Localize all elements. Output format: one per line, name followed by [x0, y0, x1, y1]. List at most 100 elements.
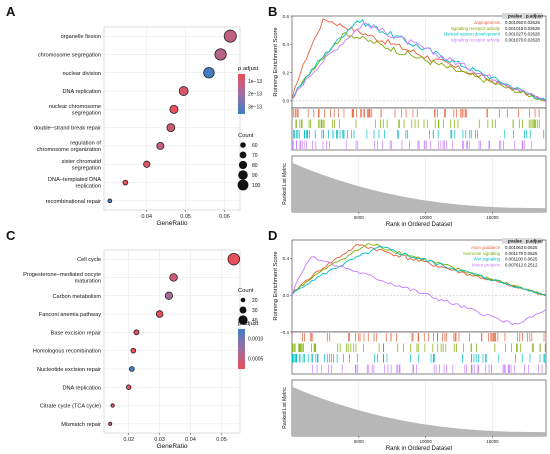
y-tick-label: 0.4: [283, 256, 290, 261]
category-label: DNA replication: [62, 89, 101, 95]
size-legend-title: Count: [238, 288, 254, 294]
panel-letter-a: A: [6, 4, 16, 19]
x-tick-label: 0.05: [216, 437, 227, 443]
data-point: [178, 86, 189, 96]
table-row-pvalue: 0.001050: [505, 20, 524, 25]
panel-letter-b: B: [268, 4, 277, 19]
size-legend-label: 70: [252, 153, 258, 159]
panel-b: 0.0 0.2 0.4 0.6 5000 10000 15000 Rank in Ordere…: [273, 13, 547, 228]
metric-axis-label: Ranked List Metric: [282, 163, 288, 205]
table-row-name: Wnt signaling: [474, 257, 501, 262]
data-point: [129, 366, 135, 372]
table-row-padjust: 0.0625: [524, 257, 538, 262]
x-tick-label: 15000: [486, 215, 499, 220]
category-label: DNA replication: [62, 385, 101, 391]
table-row-pvalue: 0.001179: [505, 251, 524, 256]
table-row-pvalue: 0.007612: [505, 262, 524, 267]
category-label: Base excision repair: [51, 330, 102, 336]
size-legend-dot: [237, 179, 249, 191]
color-legend-bar: [238, 74, 245, 114]
table-row-pvalue: 0.001070: [505, 37, 524, 42]
color-legend-label: 3e−13: [248, 104, 262, 110]
table-row-pvalue: 0.001100: [505, 257, 524, 262]
x-tick-label: 15000: [486, 439, 499, 444]
color-legend-bar: [238, 329, 245, 369]
color-legend-title: p.adjust: [238, 321, 259, 327]
x-axis-label: GeneRatio: [156, 443, 187, 450]
data-point: [227, 252, 241, 266]
data-point: [133, 329, 140, 336]
data-point: [169, 273, 178, 282]
size-legend-dot: [238, 160, 248, 170]
x-axis-label: Rank in Ordered Dataset: [386, 446, 453, 452]
data-point: [223, 29, 237, 43]
category-label: Fanconi anemia pathway: [39, 312, 101, 318]
color-legend-label: 0.0005: [248, 357, 264, 363]
ranked-metric-area: [292, 162, 546, 212]
panel-a: organelle fission chromosome segregation n…: [34, 26, 262, 227]
data-point: [108, 421, 113, 426]
table-row-name: Hormone signaling: [463, 251, 500, 256]
x-axis-label: GeneRatio: [156, 220, 187, 227]
data-point: [122, 179, 129, 186]
table-row-pvalue: 0.001015: [505, 26, 524, 31]
series-line: [291, 246, 547, 297]
category-label: Carbon metabolism: [52, 294, 101, 300]
panel-c: Cell cycle Progesterone−mediated oocyte ma…: [23, 249, 264, 450]
table-row-padjust: 0.02628: [524, 37, 540, 42]
series-line: [291, 256, 547, 326]
y-tick-label: −0.4: [280, 330, 290, 335]
table-row-padjust: 0.02628: [524, 26, 540, 31]
data-point: [155, 310, 164, 318]
x-axis-label: Rank in Ordered Dataset: [386, 222, 453, 228]
data-point: [169, 104, 179, 114]
x-tick-label: 0.02: [123, 437, 134, 443]
table-row-padjust: 0.0625: [524, 245, 538, 250]
category-label: regulation of chromosome organization: [37, 140, 102, 153]
x-tick-label: 0.05: [180, 214, 191, 220]
x-tick-label: 0.06: [219, 214, 230, 220]
size-legend-dot: [239, 306, 247, 314]
table-row-name: Axon guidance: [471, 245, 501, 250]
table-row-name: signaling receptor activity: [451, 26, 501, 31]
table-header-pvalue: pvalue: [508, 13, 522, 18]
category-label: Progesterone−mediated oocyte maturation: [23, 272, 101, 285]
data-point: [203, 67, 215, 79]
table-row-pvalue: 0.001027: [505, 32, 524, 37]
data-point: [107, 198, 113, 204]
metric-axis-label: Ranked List Metric: [282, 387, 288, 429]
table-header-pvalue: pvalue: [508, 238, 522, 243]
size-legend-dot: [240, 297, 246, 303]
category-label: Nucleotide excision repair: [37, 367, 101, 373]
data-point: [110, 403, 115, 408]
size-legend-label: 20: [252, 298, 258, 304]
series-line: [291, 32, 547, 102]
category-label: chromosome segregation: [38, 52, 101, 58]
table-row-name: Motor proteins: [472, 262, 501, 267]
size-legend-label: 100: [252, 183, 261, 189]
data-point: [126, 384, 132, 390]
table-row-name: angiogenesis: [474, 20, 501, 25]
y-tick-label: 0.2: [283, 70, 290, 75]
data-point: [164, 291, 174, 300]
data-point: [156, 141, 165, 150]
category-label: double−strand break repair: [34, 126, 101, 132]
es-plot-frame: [291, 239, 547, 333]
x-tick-label: 5000: [354, 215, 364, 220]
table-header-padjust: p.adjust: [526, 13, 543, 18]
y-tick-label: 0.6: [283, 14, 290, 19]
x-tick-label: 10000: [420, 439, 433, 444]
category-label: DNA−templated DNA replication: [48, 177, 101, 190]
x-tick-label: 0.04: [141, 214, 152, 220]
table-header-bg: [502, 238, 542, 244]
category-label: Cell cycle: [77, 257, 101, 263]
table-row-name: signaling receptor activity: [451, 37, 501, 42]
table-row-padjust: 0.02628: [524, 32, 540, 37]
size-legend-dot: [238, 315, 248, 325]
ranked-metric-area: [292, 386, 546, 436]
size-legend-dot: [239, 151, 247, 159]
size-legend-label: 80: [252, 163, 258, 169]
series-line: [291, 242, 547, 296]
color-legend-label: 0.0010: [248, 337, 264, 343]
